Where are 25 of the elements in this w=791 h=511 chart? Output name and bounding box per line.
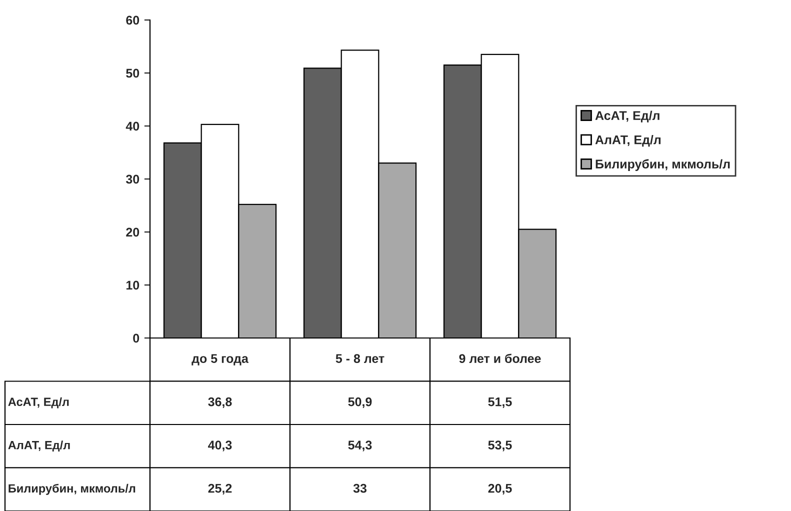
y-tick-label: 30	[126, 174, 140, 184]
y-tick-label: 50	[126, 68, 140, 78]
text: АсАТ, Ед/л	[8, 397, 69, 408]
data-label: 40,3	[208, 440, 232, 452]
y-tick-label: 0	[133, 334, 140, 343]
legend-label: АлАТ, Ед/л	[595, 135, 661, 147]
data-label: 54,3	[348, 440, 372, 452]
data-label: 33	[353, 484, 366, 493]
y-tick-label: 20	[126, 228, 140, 237]
data-label: 50,9	[348, 397, 372, 408]
data-label: 20,5	[488, 484, 512, 495]
x-tick-label: 9 лет и более	[459, 354, 541, 363]
y-tick-label: 60	[126, 16, 140, 25]
data-label: 36,8	[208, 397, 232, 408]
y-tick-label: 40	[126, 122, 140, 131]
legend-label: Билирубин, мкмоль/л	[596, 159, 730, 171]
text: Билирубин, мкмоль/л	[8, 484, 136, 495]
y-tick-label: 10	[126, 280, 140, 290]
legend-label: АсАТ, Ед/л	[595, 110, 660, 122]
data-label: 25,2	[208, 484, 232, 495]
x-tick-label: 5 - 8 лет	[336, 354, 384, 363]
text: АлАТ, Ед/л	[8, 440, 70, 452]
data-label: 51,5	[488, 398, 512, 408]
x-tick-label: до 5 года	[192, 354, 249, 366]
data-label: 53,5	[488, 440, 512, 452]
